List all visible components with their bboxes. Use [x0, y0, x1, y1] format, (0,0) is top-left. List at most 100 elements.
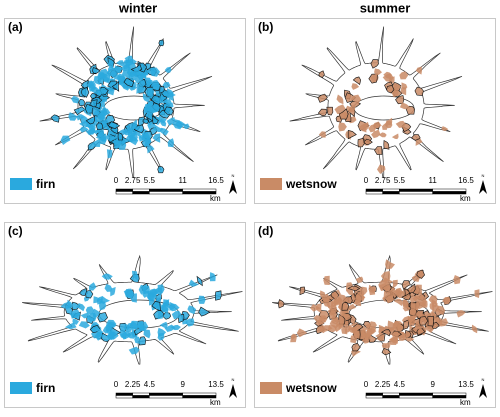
north-label: N [232, 377, 235, 382]
cover-patch [196, 275, 203, 287]
cover-patch [383, 139, 390, 150]
cover-patch [321, 293, 330, 302]
cover-patch [138, 133, 148, 142]
cover-patch [329, 320, 339, 329]
cover-patch [338, 108, 349, 120]
scale-tick-label: 2.75 [125, 176, 141, 185]
cover-patch [323, 275, 330, 285]
scale-segment [115, 395, 133, 399]
cover-patch [214, 290, 222, 301]
cover-patch [159, 321, 168, 329]
scale-segment [399, 191, 433, 195]
scale-tick-label: 5.5 [144, 176, 156, 185]
cover-patch [134, 75, 144, 84]
scale-segment [399, 188, 433, 192]
scale-segment [432, 392, 467, 396]
legend-label: wetsnow [285, 177, 337, 191]
cover-patch [378, 132, 387, 138]
cover-patch [347, 130, 357, 140]
panel-label: (c) [8, 224, 23, 238]
legend-label: firn [36, 381, 55, 395]
cover-patch [385, 120, 393, 129]
scale-tick-label: 13.5 [208, 380, 224, 389]
cover-patch [137, 116, 145, 127]
cover-patch [355, 276, 364, 284]
cover-patch [101, 273, 113, 280]
cover-patch [438, 318, 449, 327]
cover-patch [427, 315, 434, 327]
cover-patch [64, 322, 77, 329]
map-panel: (a) firn 0 2.75 5.5 11 16.5 km N [4, 18, 246, 204]
cover-patch [132, 270, 138, 281]
cover-patch [296, 328, 308, 338]
scale-segment [182, 188, 217, 192]
cover-patch [401, 292, 411, 301]
scale-segment [182, 191, 217, 195]
panel-label: (b) [258, 20, 273, 34]
cover-patch [107, 121, 121, 129]
legend-swatch [10, 178, 32, 190]
scale-segment [382, 191, 400, 195]
scale-tick-label: 11 [429, 176, 438, 185]
cover-patch [159, 86, 165, 94]
cover-patch [60, 135, 71, 145]
cover-patch [338, 122, 347, 132]
cover-patch [78, 98, 85, 107]
scale-segment [115, 191, 133, 195]
cover-patch [341, 302, 350, 311]
glacier [272, 254, 493, 365]
cover-patch [391, 133, 399, 140]
cover-patch [96, 111, 105, 120]
scale-segment [432, 191, 467, 195]
cover-patch [157, 284, 165, 294]
cover-patch [310, 304, 321, 312]
cover-patch [394, 287, 403, 297]
panel-label: (d) [258, 224, 273, 238]
cover-patch [139, 321, 149, 331]
cover-patch [143, 329, 151, 339]
cover-patch [409, 295, 419, 304]
cover-patch [348, 104, 356, 112]
cover-patch [147, 144, 155, 154]
cover-patch [350, 335, 357, 344]
cover-patch [411, 275, 421, 282]
cover-patch [133, 68, 141, 77]
cover-patch [317, 93, 328, 103]
cover-patch [351, 342, 361, 352]
cover-patch [336, 94, 344, 105]
cover-patch [68, 112, 78, 121]
cover-patch [157, 96, 164, 104]
north-arrow [479, 180, 487, 194]
cover-patch [157, 332, 165, 341]
cover-patch [73, 106, 86, 116]
cover-patch [277, 299, 285, 309]
cover-patch [333, 295, 343, 305]
scale-tick-label: 4.5 [144, 380, 156, 389]
cover-patch [167, 138, 174, 148]
cover-patch [346, 303, 356, 310]
scale-segment [382, 392, 400, 396]
cover-patch [157, 311, 163, 320]
scale-segment [149, 191, 183, 195]
cover-patch [100, 332, 112, 343]
cover-patch [130, 293, 137, 303]
cover-patch [50, 114, 60, 123]
cover-patch [170, 324, 181, 331]
cover-patch [352, 76, 362, 86]
scale-segment [132, 191, 150, 195]
cover-patch [370, 59, 379, 69]
cover-patch [363, 138, 373, 146]
scale-segment [115, 392, 133, 396]
cover-patch [69, 309, 81, 319]
cover-patch [209, 272, 216, 282]
cover-patch [120, 64, 131, 72]
map-panel: (c) firn 0 2.25 4.5 9 13.5 km N [4, 222, 246, 408]
cover-patch [346, 282, 354, 292]
cover-patch [106, 331, 115, 340]
cover-patch [374, 146, 383, 155]
cover-patch [391, 331, 401, 338]
cover-patch [381, 348, 392, 356]
cover-patch [388, 336, 399, 342]
cover-patch [117, 141, 127, 150]
